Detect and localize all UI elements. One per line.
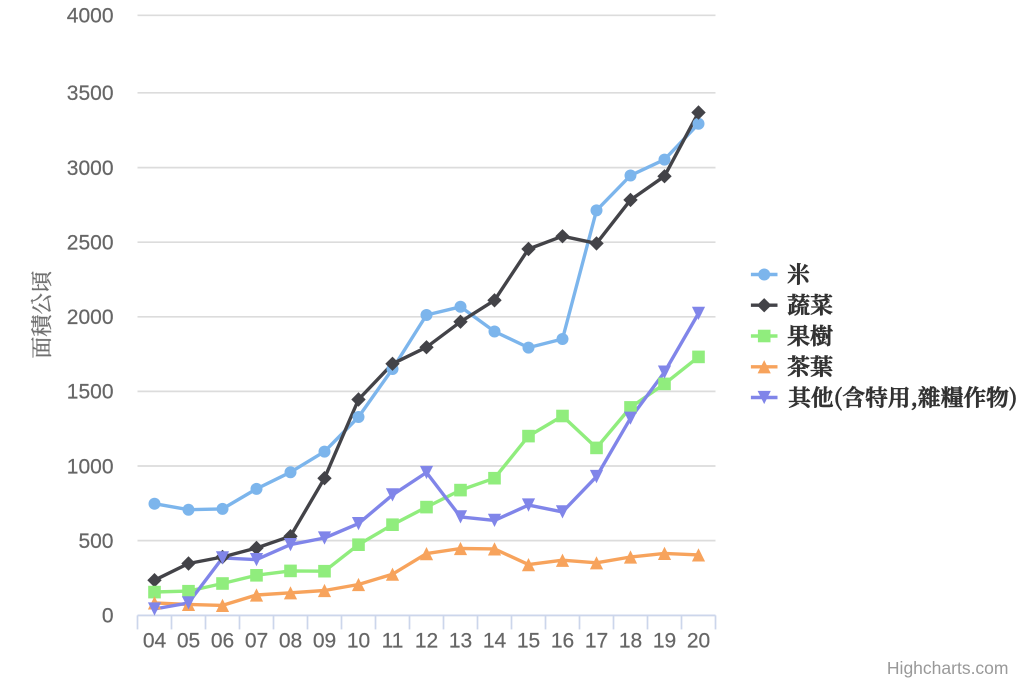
svg-text:4000: 4000: [67, 5, 114, 28]
svg-text:20: 20: [687, 629, 710, 652]
svg-text:12: 12: [415, 629, 438, 652]
svg-text:10: 10: [347, 629, 370, 652]
svg-text:2500: 2500: [67, 232, 114, 255]
svg-text:500: 500: [78, 530, 113, 553]
svg-text:08: 08: [279, 629, 302, 652]
svg-text:17: 17: [585, 629, 608, 652]
svg-text:04: 04: [143, 629, 167, 652]
svg-text:3500: 3500: [67, 82, 114, 105]
svg-text:13: 13: [449, 629, 472, 652]
svg-text:14: 14: [483, 629, 507, 652]
svg-text:3000: 3000: [67, 157, 114, 180]
svg-text:18: 18: [619, 629, 642, 652]
svg-text:0: 0: [102, 605, 114, 628]
svg-text:15: 15: [517, 629, 540, 652]
svg-text:07: 07: [245, 629, 268, 652]
svg-text:06: 06: [211, 629, 234, 652]
svg-text:1000: 1000: [67, 455, 114, 478]
svg-text:16: 16: [551, 629, 574, 652]
svg-text:11: 11: [382, 629, 404, 652]
svg-text:09: 09: [313, 629, 336, 652]
svg-text:1500: 1500: [67, 381, 114, 404]
svg-text:2000: 2000: [67, 306, 114, 329]
svg-text:19: 19: [653, 629, 676, 652]
svg-text:Highcharts.com: Highcharts.com: [887, 658, 1009, 678]
svg-text:05: 05: [177, 629, 200, 652]
